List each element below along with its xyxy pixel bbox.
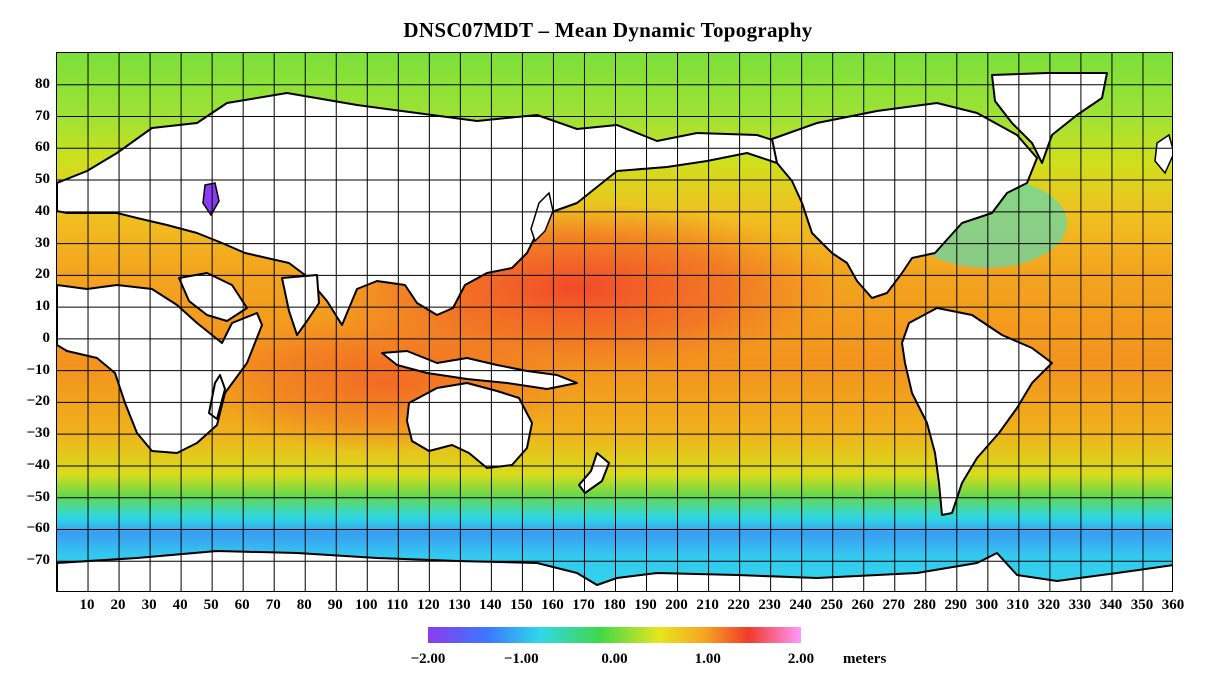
x-tick-label: 300 bbox=[975, 597, 999, 613]
x-tick-label: 340 bbox=[1099, 597, 1123, 613]
x-tick-label: 90 bbox=[327, 597, 343, 613]
y-tick-label: −70 bbox=[26, 552, 50, 569]
y-tick-label: 30 bbox=[35, 234, 50, 251]
x-tick-label: 60 bbox=[234, 597, 250, 613]
map-svg bbox=[57, 53, 1172, 591]
x-tick-label: 280 bbox=[913, 597, 937, 613]
colorbar-tick-label: −2.00 bbox=[410, 651, 446, 667]
land-new-zealand bbox=[578, 452, 610, 494]
colorbar-tick-label: 1.00 bbox=[694, 651, 721, 667]
y-tick-label: −60 bbox=[26, 520, 50, 537]
y-tick-label: 80 bbox=[35, 75, 50, 92]
colorbar-tick-label: 0.00 bbox=[601, 651, 628, 667]
x-tick-label: 30 bbox=[141, 597, 157, 613]
x-tick-label: 270 bbox=[882, 597, 906, 613]
x-tick-label: 10 bbox=[79, 597, 95, 613]
colorbar-tick-label: 2.00 bbox=[787, 651, 815, 667]
colorbar bbox=[428, 627, 801, 643]
land-japan bbox=[530, 191, 554, 243]
x-tick-label: 180 bbox=[603, 597, 626, 613]
y-tick-label: 70 bbox=[35, 107, 50, 124]
x-tick-label: 110 bbox=[386, 597, 409, 613]
x-tick-label: 310 bbox=[1006, 597, 1030, 613]
x-tick-label: 220 bbox=[727, 597, 750, 613]
x-tick-label: 320 bbox=[1037, 597, 1061, 613]
x-tick-label: 210 bbox=[696, 597, 719, 613]
y-tick-label: −50 bbox=[26, 488, 50, 505]
map-title: DNSC07MDT – Mean Dynamic Topography bbox=[403, 18, 813, 42]
x-tick-label: 70 bbox=[265, 597, 281, 613]
x-tick-label: 190 bbox=[634, 597, 657, 613]
x-tick-label: 250 bbox=[820, 597, 843, 613]
y-tick-label: −30 bbox=[26, 425, 50, 442]
x-tick-label: 350 bbox=[1130, 597, 1154, 613]
land-indonesia bbox=[381, 350, 578, 390]
y-tick-label: 40 bbox=[35, 202, 50, 219]
land-madagascar bbox=[208, 374, 226, 420]
y-tick-label: 60 bbox=[35, 139, 50, 156]
x-tick-label: 330 bbox=[1068, 597, 1092, 613]
x-tick-label: 240 bbox=[789, 597, 812, 613]
x-tick-label: 170 bbox=[572, 597, 595, 613]
colorbar-units-label: meters bbox=[843, 651, 887, 667]
x-tick-label: 290 bbox=[944, 597, 968, 613]
caspian-sea bbox=[202, 182, 220, 217]
y-tick-label: −10 bbox=[26, 361, 50, 378]
y-tick-label: 20 bbox=[35, 266, 50, 283]
x-tick-label: 80 bbox=[296, 597, 312, 613]
land-eurasia bbox=[57, 92, 798, 326]
x-tick-label: 40 bbox=[172, 597, 188, 613]
y-tick-label: 10 bbox=[35, 298, 50, 315]
y-tick-label: −20 bbox=[26, 393, 50, 410]
graticule bbox=[57, 53, 1172, 591]
map-plot-area bbox=[56, 52, 1173, 592]
x-tick-label: 260 bbox=[851, 597, 874, 613]
x-tick-label: 230 bbox=[758, 597, 781, 613]
x-tick-label: 160 bbox=[541, 597, 564, 613]
land-australia bbox=[406, 382, 533, 469]
x-tick-label: 20 bbox=[110, 597, 126, 613]
land-north-america bbox=[771, 102, 1038, 299]
x-tick-label: 140 bbox=[479, 597, 502, 613]
colorbar-gradient bbox=[428, 627, 801, 643]
x-tick-label: 150 bbox=[510, 597, 533, 613]
x-tick-label: 130 bbox=[448, 597, 471, 613]
land-south-america bbox=[901, 307, 1053, 516]
y-tick-label: 0 bbox=[42, 329, 51, 346]
y-tick-label: −40 bbox=[26, 456, 50, 473]
x-tick-label: 200 bbox=[665, 597, 688, 613]
x-tick-label: 50 bbox=[203, 597, 219, 613]
x-tick-label: 360 bbox=[1161, 597, 1185, 613]
colorbar-tick-label: −1.00 bbox=[503, 651, 539, 667]
y-tick-label: 50 bbox=[35, 171, 50, 188]
x-tick-label: 120 bbox=[417, 597, 440, 613]
land-british-isles bbox=[1154, 133, 1172, 175]
x-tick-label: 100 bbox=[355, 597, 378, 613]
